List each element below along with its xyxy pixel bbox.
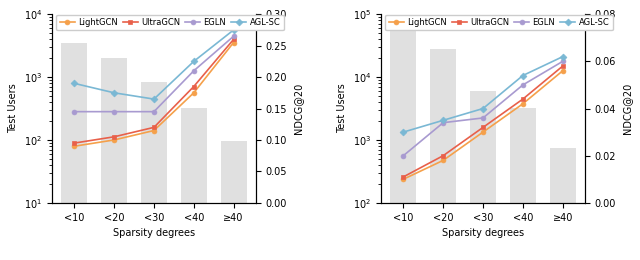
Y-axis label: NDCG@20: NDCG@20 <box>292 83 303 134</box>
Y-axis label: Test Users: Test Users <box>8 84 19 133</box>
Y-axis label: NDCG@20: NDCG@20 <box>621 83 632 134</box>
Bar <box>470 91 496 260</box>
Bar <box>221 141 246 260</box>
Bar <box>61 43 87 260</box>
Bar <box>101 58 127 260</box>
Bar <box>390 31 417 260</box>
Bar <box>550 148 575 260</box>
Bar <box>510 108 536 260</box>
Bar <box>430 49 456 260</box>
Y-axis label: Test Users: Test Users <box>337 84 348 133</box>
Bar <box>141 82 167 260</box>
Bar <box>181 108 207 260</box>
X-axis label: Sparsity degrees: Sparsity degrees <box>113 228 195 238</box>
Legend: LightGCN, UltraGCN, EGLN, AGL-SC: LightGCN, UltraGCN, EGLN, AGL-SC <box>385 15 612 30</box>
X-axis label: Sparsity degrees: Sparsity degrees <box>442 228 524 238</box>
Legend: LightGCN, UltraGCN, EGLN, AGL-SC: LightGCN, UltraGCN, EGLN, AGL-SC <box>56 15 284 30</box>
